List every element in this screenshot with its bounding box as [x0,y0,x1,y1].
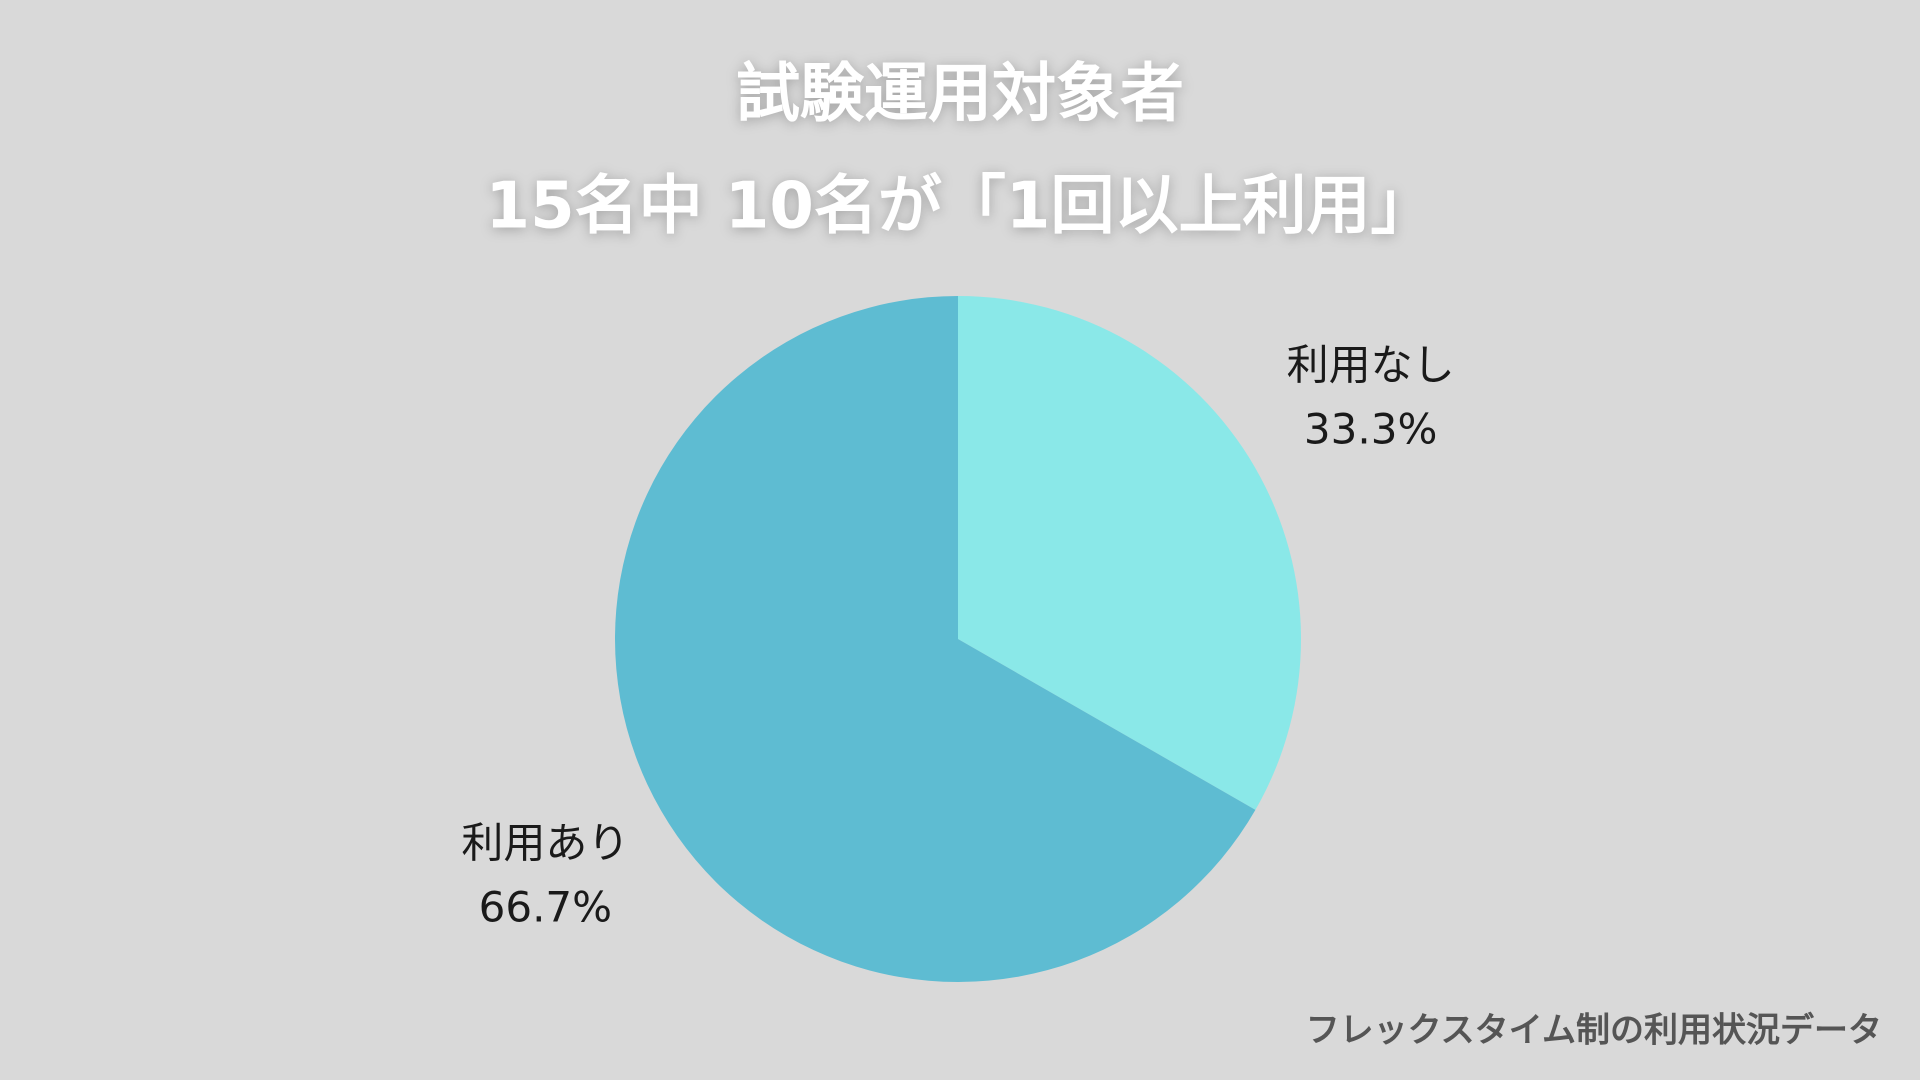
pie-slice [958,296,1301,810]
slice-label: 利用あり [461,818,629,867]
slice-label: 利用なし [1287,341,1455,390]
value-label: 33.3% [1304,405,1437,454]
chart-title: 15名中 10名が「1回以上利用」 [486,170,1435,244]
caption: フレックスタイム制の利用状況データ [1306,1011,1882,1051]
chart-title: 試験運用対象者 [736,58,1184,132]
value-label: 66.7% [479,882,612,931]
pie-slice [615,296,1256,982]
